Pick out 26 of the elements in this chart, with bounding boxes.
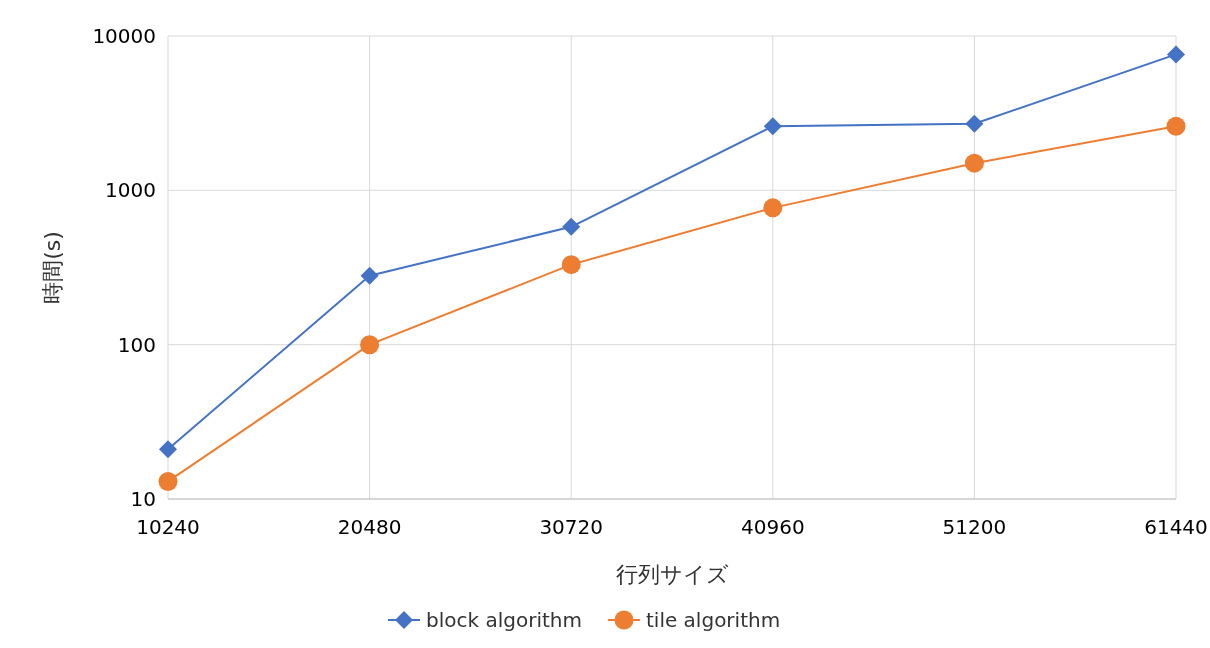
x-tick-label: 51200 (942, 515, 1007, 539)
x-tick-label: 20480 (337, 515, 402, 539)
y-tick-label: 1000 (105, 178, 156, 203)
point (562, 217, 581, 236)
point (964, 153, 984, 173)
legend-label: block algorithm (426, 608, 582, 632)
x-tick-label: 40960 (740, 515, 805, 539)
legend-label: tile algorithm (646, 608, 781, 632)
y-tick-label: 10 (130, 487, 156, 511)
point (763, 117, 782, 136)
point (1166, 116, 1186, 136)
x-tick-label: 10240 (136, 515, 200, 539)
point (159, 440, 177, 459)
point (965, 114, 984, 133)
point (1167, 45, 1185, 64)
point (158, 471, 178, 491)
x-tick-label: 61440 (1144, 515, 1208, 539)
point (763, 198, 783, 218)
y-tick-label: 10000 (92, 24, 156, 48)
point (561, 255, 581, 275)
x-tick-label: 30720 (539, 515, 604, 539)
point (360, 266, 379, 285)
y-tick-label: 100 (117, 332, 156, 357)
x-axis-title: 行列サイズ (615, 562, 729, 587)
y-axis-title: 時間(s) (40, 231, 65, 304)
point (360, 335, 380, 355)
